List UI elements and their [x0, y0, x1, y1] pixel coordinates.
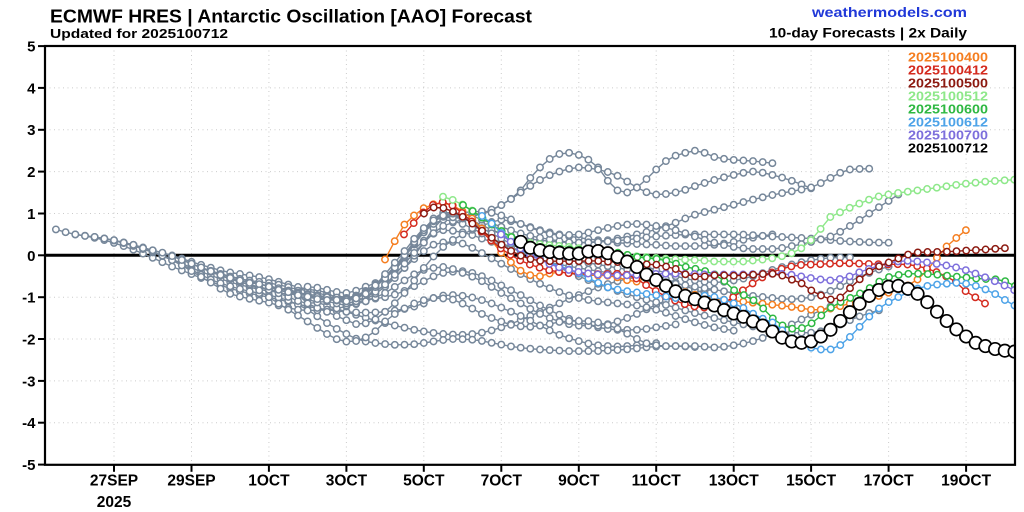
- svg-text:2025100612: 2025100612: [908, 114, 988, 129]
- svg-text:-5: -5: [22, 457, 35, 474]
- svg-text:2025100600: 2025100600: [908, 101, 988, 116]
- svg-text:2025100700: 2025100700: [908, 127, 988, 142]
- svg-text:15OCT: 15OCT: [786, 473, 836, 490]
- svg-text:-1: -1: [22, 290, 35, 307]
- svg-text:ECMWF HRES | Antarctic Oscilla: ECMWF HRES | Antarctic Oscillation [AAO]…: [50, 6, 532, 26]
- svg-text:-2: -2: [22, 332, 35, 349]
- svg-text:2025100412: 2025100412: [908, 62, 988, 77]
- svg-text:2025100500: 2025100500: [908, 75, 988, 90]
- svg-text:5OCT: 5OCT: [403, 473, 445, 490]
- svg-text:4: 4: [27, 80, 36, 97]
- svg-text:1OCT: 1OCT: [248, 473, 290, 490]
- svg-text:2025100512: 2025100512: [908, 88, 988, 103]
- svg-text:10-day Forecasts | 2x Daily: 10-day Forecasts | 2x Daily: [769, 25, 967, 41]
- svg-text:-3: -3: [22, 373, 35, 390]
- svg-text:11OCT: 11OCT: [632, 473, 682, 490]
- svg-text:2025100712: 2025100712: [908, 140, 988, 155]
- svg-text:3: 3: [27, 122, 35, 139]
- svg-text:3OCT: 3OCT: [326, 473, 368, 490]
- svg-text:weathermodels.com: weathermodels.com: [811, 4, 967, 20]
- svg-text:13OCT: 13OCT: [709, 473, 759, 490]
- svg-text:1: 1: [27, 206, 35, 223]
- svg-text:27SEP: 27SEP: [90, 473, 138, 490]
- svg-text:2025: 2025: [97, 494, 132, 511]
- svg-text:5: 5: [27, 39, 35, 56]
- svg-text:7OCT: 7OCT: [481, 473, 523, 490]
- svg-text:9OCT: 9OCT: [558, 473, 600, 490]
- svg-text:2: 2: [27, 164, 35, 181]
- svg-text:17OCT: 17OCT: [864, 473, 914, 490]
- svg-text:2025100400: 2025100400: [908, 49, 988, 64]
- svg-text:-4: -4: [22, 415, 36, 432]
- svg-text:19OCT: 19OCT: [941, 473, 991, 490]
- svg-text:29SEP: 29SEP: [167, 473, 215, 490]
- svg-text:0: 0: [27, 248, 35, 265]
- svg-text:Updated for 2025100712: Updated for 2025100712: [50, 27, 228, 41]
